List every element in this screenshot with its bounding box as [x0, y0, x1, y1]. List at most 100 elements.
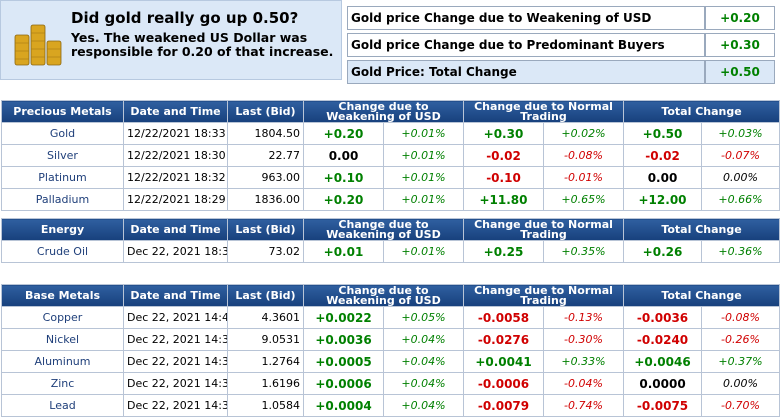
header-cell: Date and Time [123, 284, 228, 307]
summary-box: Did gold really go up 0.50? Yes. The wea… [0, 0, 342, 80]
data-row: Lead Dec 22, 2021 14:39 1.0584 +0.0004 +0.04… [1, 394, 780, 417]
gold-icon [14, 24, 62, 66]
cell: Platinum [1, 166, 124, 189]
cell: Silver [1, 144, 124, 167]
data-row: Zinc Dec 22, 2021 14:39 1.6196 +0.0006 +0.04… [1, 372, 780, 395]
cell: 1.0584 [227, 394, 304, 417]
cell: +0.20 [303, 122, 384, 145]
cell: Palladium [1, 188, 124, 211]
header-cell: Change due to Normal Trading [462, 100, 625, 123]
cell: +0.25 [463, 240, 544, 263]
cell: +0.0005 [303, 350, 384, 373]
header-row: Energy Date and Time Last (Bid) Change due … [1, 218, 780, 241]
cell: 0.00 [303, 144, 384, 167]
cell: -0.02 [463, 144, 544, 167]
cell: +0.01% [383, 166, 464, 189]
header-cell: Change due to Normal Trading [462, 284, 625, 307]
summary-value: +0.30 [705, 33, 775, 57]
cell: +0.0046 [623, 350, 703, 373]
cell: +0.20 [303, 188, 384, 211]
cell: +0.01 [303, 240, 384, 263]
cell: Dec 22, 2021 14:49 [123, 306, 228, 329]
header-cell: Total Change [623, 218, 780, 241]
cell: Aluminum [1, 350, 124, 373]
cell: Nickel [1, 328, 124, 351]
cell: -0.74% [542, 394, 625, 417]
data-row: Aluminum Dec 22, 2021 14:35 1.2764 +0.0005 +… [1, 350, 780, 373]
cell: Copper [1, 306, 124, 329]
cell: +0.65% [542, 188, 625, 211]
cell: 1.2764 [227, 350, 304, 373]
cell: +0.0041 [463, 350, 544, 373]
header-cell: Date and Time [123, 100, 228, 123]
data-row: Palladium 12/22/2021 18:29 1836.00 +0.20 +0.… [1, 188, 780, 211]
header-cell: Change due to Weakening of USD [303, 218, 464, 241]
cell: 4.3601 [227, 306, 304, 329]
cell: Lead [1, 394, 124, 417]
data-row: Copper Dec 22, 2021 14:49 4.3601 +0.0022 +0.… [1, 306, 780, 329]
summary-label: Gold Price: Total Change [347, 60, 705, 84]
cell: -0.13% [542, 306, 625, 329]
header-row: Base Metals Date and Time Last (Bid) Change… [1, 284, 780, 307]
cell: +0.30 [463, 122, 544, 145]
cell: +0.01% [383, 144, 464, 167]
cell: -0.10 [463, 166, 544, 189]
cell: +0.66% [701, 188, 780, 211]
cell: 12/22/2021 18:32 [123, 166, 228, 189]
summary-label: Gold price Change due to Predominant Buy… [347, 33, 705, 57]
header-cell: Change due to Weakening of USD [303, 284, 464, 307]
cell: 12/22/2021 18:29 [123, 188, 228, 211]
cell: +0.05% [383, 306, 464, 329]
cell: +0.01% [383, 188, 464, 211]
cell: -0.0075 [623, 394, 703, 417]
cell: 73.02 [227, 240, 304, 263]
cell: Dec 22, 2021 18:32 [123, 240, 228, 263]
cell: +0.04% [383, 328, 464, 351]
cell: +0.04% [383, 372, 464, 395]
data-row: Platinum 12/22/2021 18:32 963.00 +0.10 +0.01… [1, 166, 780, 189]
data-row: Silver 12/22/2021 18:30 22.77 0.00 +0.01% -0.… [1, 144, 780, 167]
summary-label: Gold price Change due to Weakening of US… [347, 6, 705, 30]
header-cell: Last (Bid) [227, 284, 304, 307]
header-row: Precious Metals Date and Time Last (Bid) Ch… [1, 100, 780, 123]
cell: +0.01% [383, 240, 464, 263]
summary-row: Gold price Change due to Predominant Buy… [347, 33, 775, 57]
cell: -0.70% [701, 394, 780, 417]
cell: +0.04% [383, 394, 464, 417]
cell: 12/22/2021 18:33 [123, 122, 228, 145]
cell: 12/22/2021 18:30 [123, 144, 228, 167]
cell: -0.0079 [463, 394, 544, 417]
cell: +0.01% [383, 122, 464, 145]
cell: -0.0036 [623, 306, 703, 329]
data-row: Crude Oil Dec 22, 2021 18:32 73.02 +0.01 +0.… [1, 240, 780, 263]
cell: -0.0240 [623, 328, 703, 351]
quote-table: Energy Date and Time Last (Bid) Change due … [1, 218, 780, 263]
data-row: Gold 12/22/2021 18:33 1804.50 +0.20 +0.01% +0… [1, 122, 780, 145]
cell: 1836.00 [227, 188, 304, 211]
summary-row: Gold Price: Total Change +0.50 [347, 60, 775, 84]
cell: 22.77 [227, 144, 304, 167]
cell: +0.0004 [303, 394, 384, 417]
cell: -0.0006 [463, 372, 544, 395]
cell: -0.01% [542, 166, 625, 189]
cell: 0.00 [623, 166, 703, 189]
summary-text: Yes. The weakened US Dollar was responsi… [71, 30, 334, 59]
header-cell: Base Metals [1, 284, 124, 307]
cell: 0.00% [701, 166, 780, 189]
cell: 9.0531 [227, 328, 304, 351]
quote-table: Precious Metals Date and Time Last (Bid) Ch… [1, 100, 780, 211]
cell: +0.33% [542, 350, 625, 373]
cell: Dec 22, 2021 14:35 [123, 350, 228, 373]
cell: +0.36% [701, 240, 780, 263]
data-row: Nickel Dec 22, 2021 14:39 9.0531 +0.0036 +0.… [1, 328, 780, 351]
cell: -0.26% [701, 328, 780, 351]
cell: +0.0036 [303, 328, 384, 351]
quote-table: Base Metals Date and Time Last (Bid) Change… [1, 284, 780, 417]
cell: +0.03% [701, 122, 780, 145]
cell: +0.37% [701, 350, 780, 373]
cell: 0.00% [701, 372, 780, 395]
cell: -0.04% [542, 372, 625, 395]
cell: Dec 22, 2021 14:39 [123, 394, 228, 417]
cell: -0.08% [701, 306, 780, 329]
